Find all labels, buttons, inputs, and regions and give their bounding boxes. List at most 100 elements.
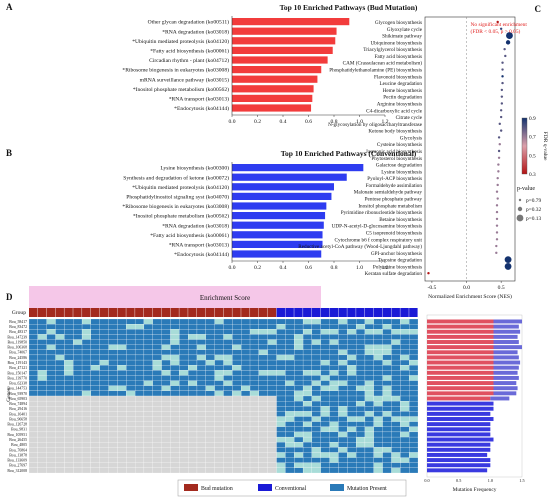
panel-d-heatmap-cell bbox=[37, 334, 47, 340]
panel-d-heatmap-cell bbox=[373, 436, 383, 443]
panel-d-heatmap-cell bbox=[276, 324, 286, 330]
panel-d-heatmap-cell bbox=[55, 359, 65, 366]
panel-b-tick-label: 0.2 bbox=[254, 265, 261, 271]
panel-d-heatmap-cell bbox=[161, 452, 171, 458]
panel-d-heatmap-cell bbox=[329, 334, 339, 340]
panel-d-heatmap-cell bbox=[134, 329, 145, 335]
panel-d-heatmap-cell bbox=[205, 359, 215, 366]
panel-d-heatmap-cell bbox=[90, 447, 100, 453]
panel-d-heatmap-cell bbox=[64, 390, 74, 397]
panel-c-category-label: Fatty acid biosynthesis bbox=[374, 54, 422, 60]
panel-d-heatmap-cell bbox=[258, 431, 268, 438]
panel-d-heatmap-cell bbox=[391, 411, 401, 417]
panel-d-heatmap-cell bbox=[409, 416, 419, 422]
panel-d-heatmap-cell bbox=[196, 411, 206, 417]
panel-d-gene-label: Bou_93970 bbox=[9, 392, 27, 396]
panel-c-category-label: Pectin degradation bbox=[383, 95, 422, 101]
panel-d-heatmap-cell bbox=[179, 390, 189, 397]
panel-c-note: No significant enrichment bbox=[471, 21, 528, 28]
panel-c-point bbox=[495, 204, 499, 207]
panel-d-heatmap-cell bbox=[46, 401, 56, 407]
panel-d-heatmap-cell bbox=[214, 349, 224, 356]
panel-d-heatmap-cell bbox=[90, 375, 100, 381]
panel-d-heatmap-cell bbox=[134, 390, 145, 397]
panel-d-heatmap-cell bbox=[373, 344, 383, 350]
panel-d-heatmap-cell bbox=[108, 390, 118, 397]
panel-d-heatmap-cell bbox=[205, 406, 215, 412]
panel-d-gene-label: Bou_126728 bbox=[7, 423, 27, 427]
panel-d-legend-label: Conventional bbox=[275, 486, 307, 492]
panel-d-heatmap-cell bbox=[356, 462, 366, 468]
panel-d-heatmap-cell bbox=[249, 380, 259, 386]
panel-d-heatmap-cell bbox=[258, 421, 268, 427]
panel-d-heatmap-cell bbox=[55, 375, 65, 381]
panel-d-heatmap-cell bbox=[90, 318, 100, 325]
panel-d-heatmap-cell bbox=[73, 318, 83, 325]
panel-d-heatmap-cell bbox=[409, 401, 419, 407]
panel-d-heatmap-cell bbox=[409, 339, 419, 345]
panel-d-gene-label: Bou_13878 bbox=[9, 453, 27, 457]
panel-d-heatmap-cell bbox=[37, 421, 47, 427]
panel-d-group-cell bbox=[64, 308, 73, 317]
panel-d-group-cell bbox=[161, 308, 171, 317]
panel-d-group-cell bbox=[188, 308, 197, 317]
panel-d-heatmap-cell bbox=[46, 416, 56, 422]
panel-c-tick-label: -0.5 bbox=[427, 285, 436, 291]
panel-d-heatmap-cell bbox=[46, 431, 56, 438]
panel-d-gene-label: Bou_96658 bbox=[9, 417, 27, 421]
panel-d-heatmap-cell bbox=[37, 431, 47, 438]
panel-d-heatmap-cell bbox=[382, 416, 392, 422]
panel-d-heatmap-cell bbox=[276, 462, 286, 468]
panel-d-heatmap-cell bbox=[73, 421, 83, 427]
panel-d-heatmap-cell bbox=[391, 349, 401, 356]
panel-d-group-cell bbox=[382, 308, 392, 317]
panel-d-heatmap-cell bbox=[64, 436, 74, 443]
panel-d-heatmap-cell bbox=[311, 447, 321, 453]
panel-d-heatmap-cell bbox=[347, 365, 357, 371]
panel-d-gene-label: Bou_119143 bbox=[8, 361, 28, 365]
panel-d-heatmap-cell bbox=[205, 385, 215, 391]
panel-d-heatmap-cell bbox=[258, 395, 268, 402]
panel-d-heatmap-cell bbox=[170, 329, 180, 335]
panel-c-category-label: Phytosterol biosynthesis bbox=[371, 156, 422, 162]
panel-d-heatmap-cell bbox=[364, 375, 374, 381]
panel-c-point bbox=[495, 238, 499, 241]
panel-d-heatmap-cell bbox=[241, 436, 251, 443]
panel-d-heatmap-cell bbox=[143, 344, 153, 350]
panel-d-heatmap-cell bbox=[143, 329, 153, 335]
panel-d-heatmap-cell bbox=[249, 457, 259, 463]
panel-c-letter: C bbox=[535, 4, 542, 14]
panel-d-heatmap-cell bbox=[117, 401, 127, 407]
panel-d-heatmap-cell bbox=[64, 344, 74, 350]
panel-d-heatmap-cell bbox=[311, 462, 321, 468]
panel-d-heatmap-cell bbox=[90, 457, 100, 463]
panel-d-heatmap-cell bbox=[311, 329, 321, 335]
panel-d-heatmap-cell bbox=[285, 457, 295, 463]
panel-c-point bbox=[497, 156, 501, 159]
panel-d-heatmap-cell bbox=[391, 344, 401, 350]
panel-d-heatmap-cell bbox=[37, 375, 47, 381]
panel-d-heatmap-cell bbox=[276, 421, 286, 427]
panel-a-category-label: *Endocytosis (ko04144) bbox=[174, 105, 229, 112]
panel-d-heatmap-cell bbox=[81, 344, 91, 350]
panel-d-heatmap-cell bbox=[338, 416, 348, 422]
panel-d-heatmap-cell bbox=[347, 431, 357, 438]
panel-d-heatmap-cell bbox=[347, 390, 357, 397]
panel-d-legend-label: Mutation Present bbox=[347, 486, 387, 492]
panel-d-group-cell bbox=[241, 308, 250, 317]
panel-d-heatmap-cell bbox=[258, 442, 268, 448]
panel-d-freq-bar-conv bbox=[493, 375, 519, 380]
panel-d-heatmap-cell bbox=[205, 447, 215, 453]
panel-d-freq-bar-conv bbox=[493, 340, 519, 344]
panel-d-heatmap-cell bbox=[90, 354, 100, 361]
panel-d-heatmap-cell bbox=[205, 431, 215, 438]
panel-d-heatmap-cell bbox=[28, 431, 38, 438]
panel-d-heatmap-cell bbox=[73, 426, 83, 433]
panel-d-heatmap-cell bbox=[117, 421, 127, 427]
panel-d-heatmap-cell bbox=[143, 324, 153, 330]
panel-d-heatmap-cell bbox=[126, 406, 136, 412]
panel-d-heatmap-cell bbox=[214, 447, 224, 453]
panel-d-heatmap-cell bbox=[223, 416, 233, 422]
panel-d-heatmap-cell bbox=[126, 329, 136, 335]
panel-d-heatmap-cell bbox=[170, 380, 180, 386]
